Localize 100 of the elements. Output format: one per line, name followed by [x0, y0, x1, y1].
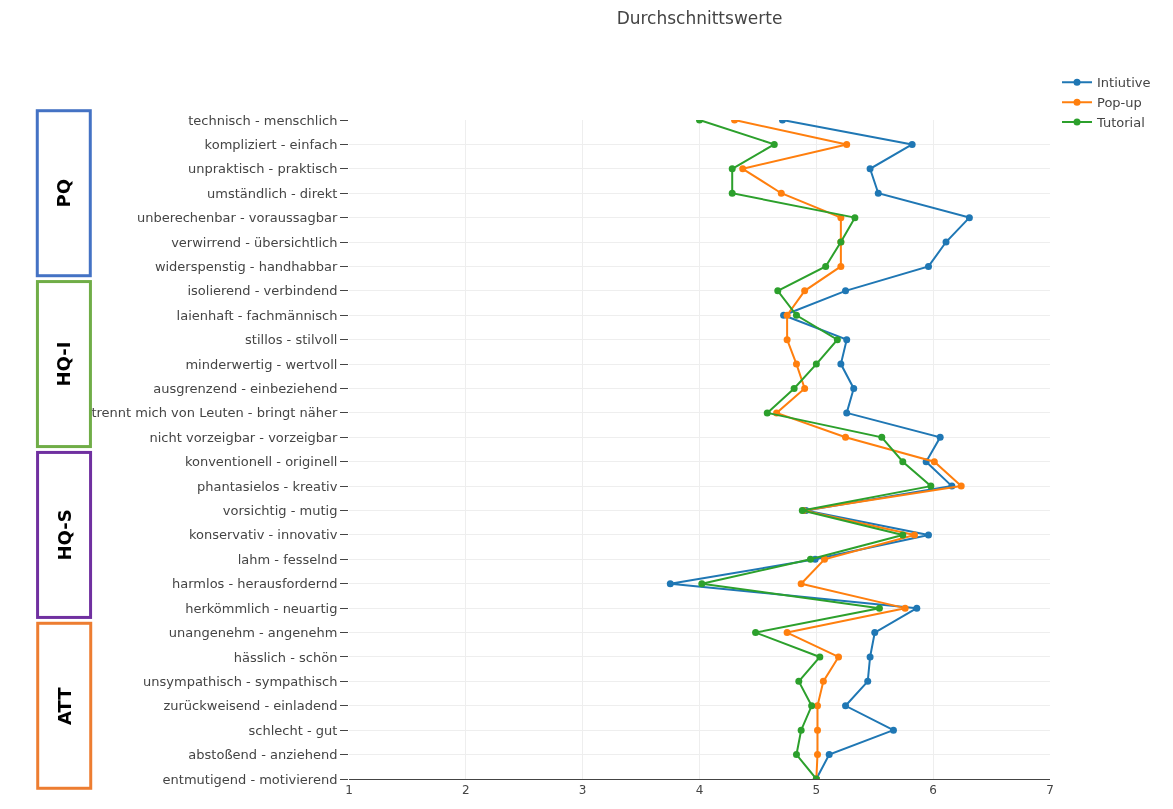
point — [908, 140, 916, 148]
y-tick-label: verwirrend - übersichtlich — [171, 234, 338, 250]
point — [901, 604, 909, 612]
point — [850, 384, 858, 392]
y-tick-label: schlecht - gut — [248, 722, 338, 738]
y-tick-label: umständlich - direkt — [207, 185, 338, 201]
point — [957, 482, 965, 490]
point — [913, 604, 921, 612]
y-tick-label: lahm - fesselnd — [237, 551, 338, 567]
point — [825, 751, 833, 759]
y-tick-label: abstoßend - anziehend — [188, 747, 338, 763]
point — [808, 702, 816, 710]
point — [819, 677, 827, 685]
y-tick-label: nicht vorzeigbar - vorzeigbar — [149, 429, 339, 445]
point — [763, 409, 771, 417]
y-tick-label: minderwertig - wertvoll — [185, 356, 338, 372]
point — [814, 702, 821, 710]
y-tick-label: trennt mich von Leuten - bringt näher — [91, 405, 339, 421]
point — [899, 458, 907, 466]
point — [866, 653, 874, 661]
y-tick-label: technisch - menschlich — [188, 112, 338, 128]
point — [783, 629, 791, 637]
point — [875, 604, 883, 612]
point — [864, 677, 872, 685]
point — [878, 433, 886, 441]
point — [843, 140, 851, 148]
y-tick-label: harmlos - herausfordernd — [172, 576, 338, 592]
x-tick-label: 4 — [695, 783, 704, 798]
y-tick-label: unpraktisch - praktisch — [188, 161, 338, 177]
point — [728, 189, 736, 197]
point — [770, 140, 778, 148]
point — [843, 409, 851, 417]
point — [833, 336, 841, 344]
point — [821, 555, 829, 563]
point — [866, 165, 874, 173]
point — [942, 238, 950, 246]
point — [752, 629, 760, 637]
legend-label: Tutorial — [1096, 115, 1145, 131]
y-tick-label: konservativ - innovativ — [188, 527, 338, 543]
point — [792, 360, 800, 368]
point — [851, 214, 859, 222]
point — [801, 287, 809, 295]
point — [666, 580, 674, 588]
point — [899, 531, 907, 539]
y-tick-label: isolierend - verbindend — [187, 283, 338, 299]
x-tick-label: 2 — [462, 783, 470, 798]
point — [783, 336, 791, 344]
point — [816, 653, 824, 661]
text: HQ-S — [53, 509, 75, 561]
point — [837, 262, 845, 270]
point — [812, 360, 820, 368]
point — [842, 702, 850, 710]
point — [777, 189, 785, 197]
point — [842, 287, 850, 295]
y-tick-label: widerspenstig - handhabbar — [154, 258, 339, 274]
text: ATT — [53, 686, 75, 725]
point — [889, 726, 897, 734]
point — [797, 580, 805, 588]
y-tick-label: hässlich - schön — [233, 649, 338, 665]
point — [774, 287, 782, 295]
point — [924, 262, 932, 270]
text: HQ-I — [53, 341, 75, 387]
point — [795, 677, 803, 685]
x-tick-label: 6 — [929, 783, 937, 798]
point — [790, 384, 798, 392]
x-tick-label: 3 — [578, 783, 587, 798]
point — [806, 555, 814, 563]
point — [910, 531, 918, 539]
y-tick-label: kompliziert - einfach — [204, 136, 338, 152]
point — [874, 189, 882, 197]
legend-label: Pop-up — [1097, 95, 1142, 111]
y-tick-label: vorsichtig - mutig — [222, 503, 338, 519]
point — [837, 360, 845, 368]
y-tick-label: herkömmlich - neuartig — [185, 600, 338, 616]
x-tick-label: 1 — [345, 783, 353, 798]
y-tick-label: stillos - stilvoll — [245, 332, 338, 348]
chart-title: Durchschnittswerte — [616, 8, 783, 29]
point — [965, 214, 973, 222]
y-tick-label: entmutigend - motivierend — [162, 771, 338, 787]
point — [814, 726, 821, 734]
y-tick-label: laienhaft - fachmännisch — [176, 307, 338, 323]
point — [835, 653, 843, 661]
text: PQ — [53, 178, 75, 208]
point — [814, 751, 821, 759]
y-tick-label: phantasielos - kreativ — [196, 478, 338, 494]
point — [797, 726, 805, 734]
point — [871, 629, 879, 637]
point — [936, 433, 944, 441]
point — [843, 336, 851, 344]
point — [792, 311, 800, 319]
y-tick-label: ausgrenzend - einbeziehend — [153, 381, 338, 397]
point — [801, 384, 809, 392]
point — [792, 751, 800, 759]
y-tick-label: unsympathisch - sympathisch — [143, 673, 338, 689]
point — [924, 531, 932, 539]
x-tick-label: 7 — [1046, 783, 1054, 798]
point — [927, 482, 935, 490]
point — [698, 580, 706, 588]
point — [728, 165, 736, 173]
y-tick-label: zurückweisend - einladend — [163, 698, 338, 714]
